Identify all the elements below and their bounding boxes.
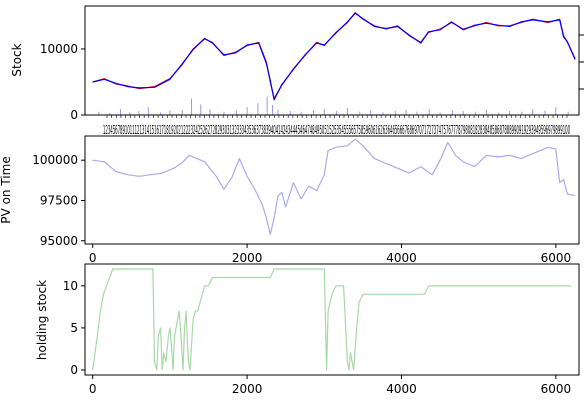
series-line-0 <box>92 138 576 235</box>
stock-price-panel: 0 10000 123456789101112131415161718192021… <box>10 5 584 137</box>
pv-series-group <box>92 138 576 235</box>
pv-on-time-panel: 95000 97500 100000 0 2000 4000 6000 PV on Tim… <box>0 135 580 265</box>
x-tick-label: 4000 <box>386 251 417 265</box>
holding-series-group <box>92 268 572 371</box>
pv-y-axis-label: PV on Time <box>0 156 13 223</box>
y-tick-label: 100000 <box>32 153 78 167</box>
holding-axes-frame <box>84 263 580 376</box>
stock-y-axis: 0 10000 <box>40 42 568 122</box>
holding-stock-panel: 0 5 10 0 2000 4000 6000 holding stock <box>35 263 580 396</box>
y-tick-label: 10000 <box>40 42 78 56</box>
stock-x-tick-labels: 1234567891011121314151617181920212223242… <box>103 123 570 137</box>
volume-bars <box>98 96 569 115</box>
holding-y-axis-label: holding stock <box>35 280 49 360</box>
x-tick-label: 0 <box>89 382 97 396</box>
y-tick-label: 0 <box>70 363 78 377</box>
stock-axes-frame <box>84 5 580 116</box>
series-line-0 <box>92 268 572 371</box>
pv-axes-frame <box>84 135 580 245</box>
x-tick-label: 6000 <box>541 382 572 396</box>
x-tick-label: 2000 <box>232 251 263 265</box>
series-line-1 <box>92 12 576 101</box>
holding-y-axis: 0 5 10 <box>63 279 85 377</box>
y-tick-label: 97500 <box>40 193 78 207</box>
y-tick-label: 0 <box>70 108 78 122</box>
y-tick-label: 95000 <box>40 234 78 248</box>
x-tick-label: 2000 <box>232 382 263 396</box>
y-tick-label: 5 <box>70 321 78 335</box>
x-tick-label: 4000 <box>386 382 417 396</box>
x-tick-label: 0 <box>89 251 97 265</box>
pv-x-axis: 0 2000 4000 6000 <box>89 244 571 265</box>
holding-x-axis: 0 2000 4000 6000 <box>89 375 571 396</box>
y-tick-label: 10 <box>63 279 78 293</box>
x-tick-label: 6000 <box>541 251 572 265</box>
price-series-group <box>92 12 576 101</box>
stock-y-axis-label: Stock <box>10 43 24 76</box>
pv-y-axis: 95000 97500 100000 <box>32 153 85 248</box>
stock-right-axis <box>579 34 584 90</box>
